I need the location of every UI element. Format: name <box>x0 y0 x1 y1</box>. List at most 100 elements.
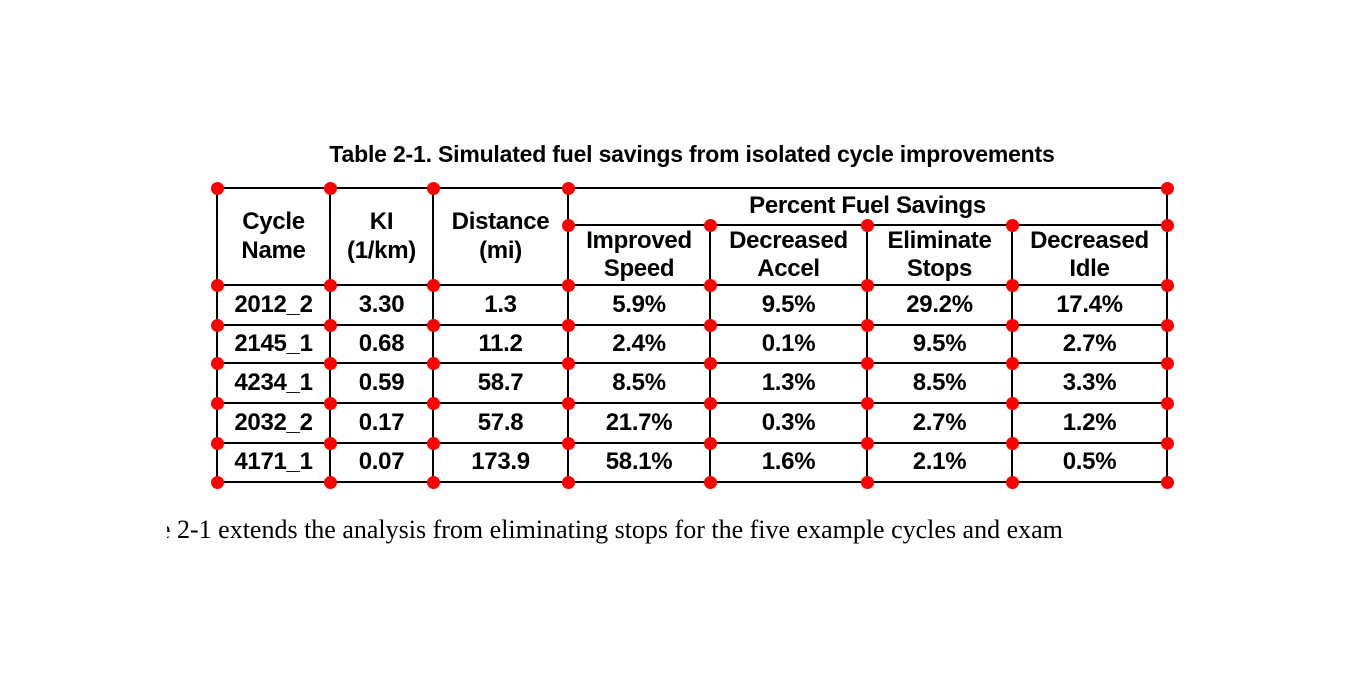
table-cell-distance: 57.8 <box>432 402 569 444</box>
table-cell-distance: 58.7 <box>432 362 569 404</box>
corner-dot <box>426 436 440 450</box>
corner-dot <box>1005 318 1019 332</box>
table-region: Cycle Name KI (1/km) Distance (mi) Perce… <box>216 187 1169 483</box>
corner-dot <box>561 278 575 292</box>
table-cell-decreased-idle: 2.7% <box>1010 324 1169 364</box>
table-cell-eliminate-stops: 29.2% <box>866 284 1013 326</box>
table-cell-ki: 0.68 <box>329 324 434 364</box>
table-row: 2012_2 3.30 1.3 5.9% 9.5% 29.2% 17.4% <box>216 284 1169 326</box>
corner-dot <box>860 278 874 292</box>
corner-dot <box>323 278 337 292</box>
table-cell-decreased-idle: 3.3% <box>1010 362 1169 404</box>
table-cell-distance: 1.3 <box>432 284 569 326</box>
corner-dot <box>561 396 575 410</box>
corner-dot <box>703 475 717 489</box>
col-header-cycle-name: Cycle Name <box>216 187 331 286</box>
col-header-decreased-accel: Decreased Accel <box>709 224 868 286</box>
corner-dot <box>860 356 874 370</box>
table-row: 4234_1 0.59 58.7 8.5% 1.3% 8.5% 3.3% <box>216 362 1169 404</box>
corner-dot <box>860 475 874 489</box>
corner-dot <box>1160 475 1174 489</box>
table-cell-decreased-idle: 17.4% <box>1010 284 1169 326</box>
corner-dot <box>1005 356 1019 370</box>
table-cell-decreased-accel: 9.5% <box>709 284 868 326</box>
table-cell-eliminate-stops: 2.7% <box>866 402 1013 444</box>
table-cell-cycle-name: 4234_1 <box>216 362 331 404</box>
corner-dot <box>1160 218 1174 232</box>
corner-dot <box>210 278 224 292</box>
corner-dot <box>323 436 337 450</box>
corner-dot <box>1160 318 1174 332</box>
corner-dot <box>561 218 575 232</box>
table-cell-decreased-accel: 1.6% <box>709 442 868 483</box>
col-header-eliminate-stops: Eliminate Stops <box>866 224 1013 286</box>
table-cell-cycle-name: 2145_1 <box>216 324 331 364</box>
corner-dot <box>1160 278 1174 292</box>
corner-dot <box>210 475 224 489</box>
corner-dot <box>561 436 575 450</box>
corner-dot <box>323 475 337 489</box>
corner-dot <box>426 356 440 370</box>
corner-dot <box>323 318 337 332</box>
corner-dot <box>703 436 717 450</box>
corner-dot <box>426 475 440 489</box>
table-cell-eliminate-stops: 2.1% <box>866 442 1013 483</box>
table-cell-eliminate-stops: 8.5% <box>866 362 1013 404</box>
corner-dot <box>1160 396 1174 410</box>
corner-dot <box>1160 356 1174 370</box>
corner-dot <box>561 475 575 489</box>
table-cell-improved-speed: 58.1% <box>567 442 711 483</box>
table-cell-ki: 0.07 <box>329 442 434 483</box>
corner-dot <box>1160 436 1174 450</box>
corner-dot <box>561 356 575 370</box>
table-cell-improved-speed: 21.7% <box>567 402 711 444</box>
table-cell-improved-speed: 5.9% <box>567 284 711 326</box>
body-text-line: e2-1 extends the analysis from eliminati… <box>167 515 1063 545</box>
corner-dot <box>1005 396 1019 410</box>
corner-dot <box>210 181 224 195</box>
corner-dot <box>426 181 440 195</box>
table-cell-decreased-accel: 0.3% <box>709 402 868 444</box>
corner-dot <box>1160 181 1174 195</box>
table-cell-ki: 0.17 <box>329 402 434 444</box>
table-cell-improved-speed: 8.5% <box>567 362 711 404</box>
corner-dot <box>703 396 717 410</box>
col-header-decreased-idle: Decreased Idle <box>1010 224 1169 286</box>
corner-dot <box>703 278 717 292</box>
table-cell-distance: 11.2 <box>432 324 569 364</box>
table-cell-cycle-name: 2032_2 <box>216 402 331 444</box>
corner-dot <box>860 318 874 332</box>
corner-dot <box>426 318 440 332</box>
corner-dot <box>703 218 717 232</box>
col-header-ki: KI (1/km) <box>329 187 434 286</box>
corner-dot <box>703 318 717 332</box>
corner-dot <box>323 181 337 195</box>
table-cell-ki: 0.59 <box>329 362 434 404</box>
corner-dot <box>323 396 337 410</box>
corner-dot <box>561 318 575 332</box>
corner-dot <box>1005 436 1019 450</box>
corner-dot <box>323 356 337 370</box>
corner-dot <box>860 436 874 450</box>
table-cell-improved-speed: 2.4% <box>567 324 711 364</box>
header-row-top: Cycle Name KI (1/km) Distance (mi) Perce… <box>216 187 1169 286</box>
corner-dot <box>426 396 440 410</box>
table-cell-decreased-idle: 1.2% <box>1010 402 1169 444</box>
col-header-improved-speed: Improved Speed <box>567 224 711 286</box>
table-cell-cycle-name: 2012_2 <box>216 284 331 326</box>
corner-dot <box>860 396 874 410</box>
table-row: 2032_2 0.17 57.8 21.7% 0.3% 2.7% 1.2% <box>216 402 1169 444</box>
clipped-character: e <box>167 515 172 545</box>
table-cell-distance: 173.9 <box>432 442 569 483</box>
header-row-sub: Improved Speed Decreased Accel Eliminate… <box>217 224 1169 286</box>
corner-dot <box>703 356 717 370</box>
corner-dot <box>210 318 224 332</box>
body-text: 2-1 extends the analysis from eliminatin… <box>177 515 1063 544</box>
corner-dot <box>210 356 224 370</box>
corner-dot <box>426 278 440 292</box>
corner-dot <box>1005 278 1019 292</box>
table-row: 4171_1 0.07 173.9 58.1% 1.6% 2.1% 0.5% <box>216 442 1169 483</box>
corner-dot <box>210 396 224 410</box>
col-header-distance: Distance (mi) <box>432 187 569 286</box>
